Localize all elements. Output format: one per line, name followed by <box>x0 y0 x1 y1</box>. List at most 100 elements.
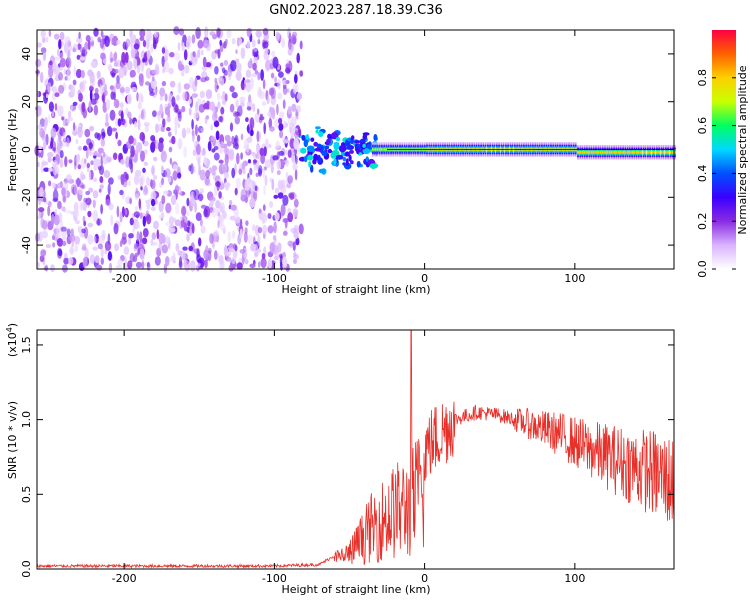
spectrogram-cell <box>162 118 166 128</box>
spectrogram-cell <box>68 159 73 164</box>
snr-x-ticks: -200 -100 0 100 <box>112 330 585 585</box>
spectrogram-cell <box>226 69 233 77</box>
spectrogram-cell <box>89 149 92 157</box>
spectrogram-cell <box>139 28 146 38</box>
spectrogram-cell <box>313 153 319 161</box>
spectrogram-noise-cells <box>34 26 304 274</box>
spectrogram-cell <box>144 262 147 267</box>
spectrogram-cell <box>218 255 224 265</box>
spectrogram-cell <box>197 157 201 168</box>
spectrogram-cell <box>76 54 81 60</box>
spectrogram-cell <box>223 172 229 179</box>
spectrogram-cell <box>164 49 169 58</box>
spectrogram-cell <box>183 83 190 90</box>
spectrogram-cell <box>168 67 174 75</box>
spectrogram-cell <box>150 166 155 175</box>
spectrogram-cell <box>58 212 63 223</box>
spectrogram-cell <box>129 69 136 78</box>
spectrogram-cell <box>350 160 354 165</box>
spectrogram-cell <box>215 130 220 141</box>
spectrogram-cell <box>239 96 246 103</box>
spectrogram-cell <box>662 151 665 154</box>
spectrogram-cell <box>229 247 234 253</box>
spectrogram-cell <box>204 176 210 186</box>
x-tick-label: -200 <box>112 572 137 585</box>
spectrogram-cell <box>175 243 180 252</box>
spectrogram-cell <box>665 151 667 154</box>
spectrogram-cell <box>80 203 87 210</box>
spectrogram-cell <box>268 143 272 149</box>
spectrogram-cell <box>211 135 216 141</box>
spectrogram-cell <box>89 85 94 92</box>
spectrogram-cell <box>58 39 62 50</box>
spectrogram-cell <box>158 214 163 219</box>
spectrogram-cell <box>300 147 307 154</box>
spectrogram-cell <box>52 197 59 203</box>
spectrogram-cell <box>192 51 196 58</box>
spectrogram-cell <box>127 111 132 119</box>
spectrogram-cell <box>234 187 238 196</box>
spectrogram-cell <box>93 104 99 116</box>
spectrogram-cell <box>220 224 226 231</box>
spectrogram-cell <box>186 233 190 242</box>
spectrogram-cell <box>295 237 300 246</box>
spectrogram-cell <box>76 73 81 78</box>
spectrogram-cell <box>224 134 231 142</box>
spectrogram-cell <box>119 189 124 196</box>
spectrogram-cell <box>203 156 208 165</box>
x-tick-label: 0 <box>421 272 428 285</box>
spectrogram-cell <box>173 26 180 36</box>
spectrogram-cell <box>671 151 674 154</box>
spectrogram-cell <box>271 50 276 58</box>
spectrogram-cell <box>200 218 203 227</box>
spectrogram-cell <box>141 261 145 269</box>
spectrogram-cell <box>147 32 154 38</box>
spectrogram-cell <box>85 190 91 196</box>
spectrogram-cell <box>97 218 100 226</box>
spectrogram-cell <box>274 118 280 128</box>
spectrogram-cell <box>240 101 245 108</box>
spectrogram-cell <box>62 195 67 203</box>
spectrogram-cell <box>291 103 297 112</box>
spectrogram-cell <box>306 145 315 152</box>
spectrogram-cell <box>128 135 134 145</box>
spectrogram-cell <box>247 234 254 245</box>
spectrogram-cell <box>178 28 185 36</box>
spectrogram-cell <box>140 186 143 191</box>
spectrogram-cell <box>188 107 192 116</box>
spectrogram-cell <box>204 259 208 269</box>
spectrogram-cell <box>287 212 294 223</box>
spectrogram-cell <box>264 47 269 56</box>
y-tick-label: 20 <box>20 95 33 109</box>
spectrogram-cell <box>50 213 55 226</box>
spectrogram-cell <box>243 138 250 148</box>
spectrogram-cell <box>194 107 200 119</box>
spectrogram-cell <box>246 27 251 38</box>
spectrogram-cell <box>296 105 301 113</box>
spectrogram-cell <box>143 122 150 127</box>
spectrogram-cell <box>97 147 104 154</box>
spectrogram-cell <box>134 173 140 186</box>
spectrogram-cell <box>59 158 64 169</box>
spectrogram-cell <box>362 143 366 148</box>
spectrogram-cell <box>90 98 97 105</box>
spectrogram-cell <box>115 117 119 127</box>
spectrogram-cell <box>64 156 68 168</box>
spectrogram-cell <box>183 222 188 232</box>
spectrogram-cell <box>100 204 103 215</box>
spectrogram-cell <box>65 209 71 214</box>
spectrogram-cell <box>236 262 243 270</box>
spectrogram-cell <box>245 220 249 226</box>
spectrogram-cell <box>211 209 218 218</box>
spectrogram-cell <box>42 139 47 150</box>
spectrogram-cell <box>122 65 127 73</box>
spectrogram-cell <box>342 156 347 162</box>
spectrogram-cell <box>272 235 277 241</box>
spectrogram-cell <box>303 155 308 163</box>
spectrogram-cell <box>164 93 168 102</box>
spectrogram-cell <box>374 148 377 151</box>
spectrogram-cell <box>70 245 74 256</box>
spectrogram-cell <box>176 94 180 101</box>
spectrogram-cell <box>63 68 66 76</box>
